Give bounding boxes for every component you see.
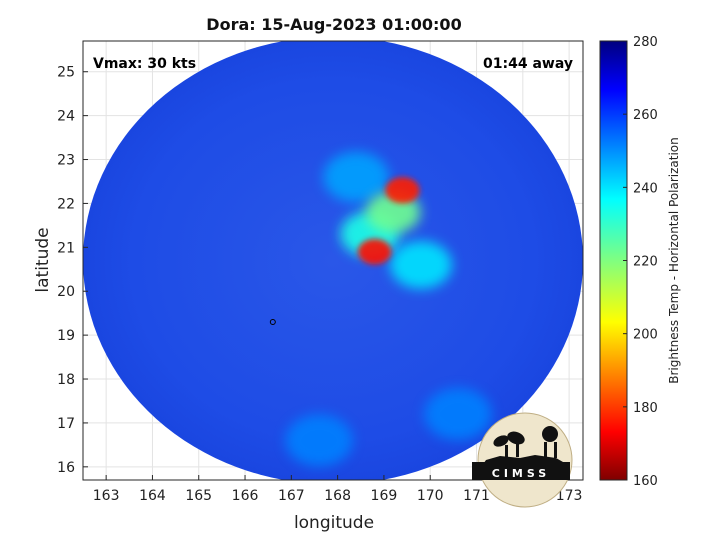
y-axis-label: latitude <box>33 227 53 292</box>
brightness-temp-feature <box>323 151 389 203</box>
colorbar-tick-label: 180 <box>633 401 658 416</box>
brightness-temp-feature <box>385 177 420 204</box>
y-tick-label: 18 <box>57 372 75 388</box>
x-tick-label: 163 <box>93 488 120 504</box>
x-tick-label: 167 <box>278 488 305 504</box>
y-tick-label: 19 <box>57 328 75 344</box>
brightness-temp-feature <box>357 238 392 265</box>
vmax-annotation: Vmax: 30 kts <box>93 56 196 72</box>
brightness-temperature-swath <box>83 41 583 480</box>
x-tick-label: 173 <box>556 488 583 504</box>
colorbar-tick-label: 200 <box>633 328 658 343</box>
colorbar-ticks: 160 180 200 220 240 260 280 <box>623 35 658 489</box>
storm-center-marker <box>269 318 276 325</box>
y-tick-label: 24 <box>57 109 75 125</box>
x-axis-label: longitude <box>294 513 374 533</box>
colorbar-tick-label: 240 <box>633 181 658 196</box>
x-tick-label: 165 <box>185 488 212 504</box>
time-away-annotation: 01:44 away <box>483 56 573 72</box>
y-tick-label: 16 <box>57 460 75 476</box>
colorbar-tick-label: 220 <box>633 255 658 270</box>
x-tick-label: 168 <box>324 488 351 504</box>
y-tick-label: 21 <box>57 240 75 256</box>
colorbar <box>599 40 628 481</box>
y-tick-label: 25 <box>57 65 75 81</box>
colorbar-label: Brightness Temp - Horizontal Polarizatio… <box>667 137 681 384</box>
colorbar-tick-label: 160 <box>633 474 658 489</box>
y-axis-ticks: 16 17 18 19 20 21 22 23 24 25 <box>57 65 88 476</box>
plot-frame <box>82 40 584 481</box>
storm-center-point <box>269 318 276 325</box>
x-tick-label: 171 <box>463 488 490 504</box>
x-tick-label: 169 <box>371 488 398 504</box>
brightness-temp-feature <box>390 241 452 289</box>
x-tick-label: 166 <box>232 488 259 504</box>
svg-text:CIMSS: CIMSS <box>492 467 550 480</box>
x-tick-label: 164 <box>139 488 166 504</box>
brightness-temp-feature <box>285 414 353 467</box>
y-tick-label: 22 <box>57 196 75 212</box>
colorbar-tick-label: 280 <box>633 35 658 50</box>
colorbar-tick-label: 260 <box>633 108 658 123</box>
y-tick-label: 23 <box>57 153 75 169</box>
brightness-temp-feature <box>424 388 492 441</box>
chart-title: Dora: 15-Aug-2023 01:00:00 <box>206 15 461 34</box>
x-tick-label: 170 <box>417 488 444 504</box>
cimss-logo: CIMSS <box>472 412 573 508</box>
y-tick-label: 20 <box>57 284 75 300</box>
y-tick-label: 17 <box>57 416 75 432</box>
convective-features <box>285 151 492 467</box>
swath-disk <box>83 41 583 480</box>
